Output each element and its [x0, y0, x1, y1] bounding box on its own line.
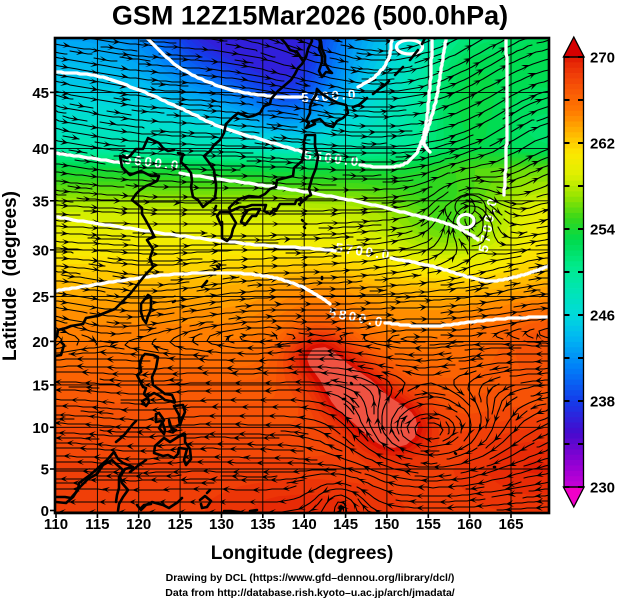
svg-text:246: 246 — [590, 308, 615, 325]
svg-text:15: 15 — [32, 377, 49, 394]
svg-text:120: 120 — [126, 516, 151, 533]
svg-text:Longitude (degrees): Longitude (degrees) — [211, 543, 394, 564]
svg-text:Latitude (degrees): Latitude (degrees) — [0, 191, 21, 361]
svg-text:40: 40 — [32, 141, 49, 158]
svg-text:165: 165 — [498, 516, 523, 533]
svg-text:GSM 12Z15Mar2026 (500.0hPa): GSM 12Z15Mar2026 (500.0hPa) — [112, 1, 508, 31]
svg-text:30: 30 — [32, 242, 49, 259]
svg-text:20: 20 — [32, 334, 49, 351]
svg-text:110: 110 — [44, 516, 68, 533]
svg-text:10: 10 — [32, 420, 49, 437]
svg-text:254: 254 — [590, 222, 616, 239]
svg-text:135: 135 — [250, 516, 275, 533]
svg-text:145: 145 — [333, 516, 358, 533]
svg-text:25: 25 — [32, 289, 49, 306]
svg-text:45: 45 — [32, 85, 49, 102]
svg-text:Drawing by DCL (https://www.gf: Drawing by DCL (https://www.gfd–dennou.o… — [166, 572, 455, 584]
svg-text:140: 140 — [292, 516, 317, 533]
svg-text:238: 238 — [590, 394, 615, 411]
svg-text:Data from http://database.rish: Data from http://database.rish.kyoto–u.a… — [165, 587, 454, 599]
svg-text:35: 35 — [32, 193, 49, 210]
svg-text:160: 160 — [457, 516, 482, 533]
svg-text:262: 262 — [590, 136, 615, 153]
svg-text:230: 230 — [590, 480, 615, 497]
svg-text:155: 155 — [416, 516, 441, 533]
svg-text:150: 150 — [374, 516, 399, 533]
svg-text:5: 5 — [41, 462, 49, 479]
svg-text:270: 270 — [590, 50, 615, 67]
svg-text:0: 0 — [41, 503, 49, 520]
svg-text:115: 115 — [85, 516, 109, 533]
svg-text:130: 130 — [209, 516, 234, 533]
svg-text:125: 125 — [168, 516, 193, 533]
